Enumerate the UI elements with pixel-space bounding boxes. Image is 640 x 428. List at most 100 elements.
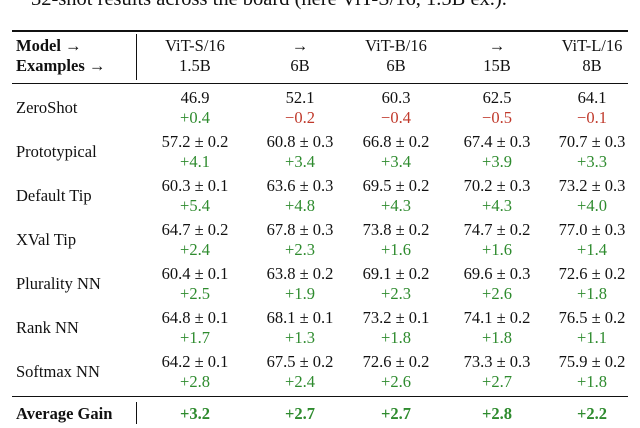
- average-gain-value: +2.7: [284, 404, 316, 423]
- delta-cell: +4.8: [285, 196, 315, 215]
- delta-cell: +4.3: [381, 196, 411, 215]
- footer-rule: [12, 396, 628, 397]
- delta-cell: +2.3: [381, 284, 411, 303]
- value-cell: 69.6 ± 0.3: [463, 264, 531, 283]
- value-cell: 69.1 ± 0.2: [362, 264, 430, 283]
- value-cell: 64.2 ± 0.1: [161, 352, 229, 371]
- delta-cell: +2.4: [285, 372, 315, 391]
- delta-cell: +1.7: [180, 328, 210, 347]
- header-rule: [12, 83, 628, 84]
- header-model-2: →: [291, 36, 309, 55]
- delta-cell: +4.1: [180, 152, 210, 171]
- delta-cell: −0.5: [482, 108, 512, 127]
- column-divider-footer: [136, 402, 137, 424]
- value-cell: 73.3 ± 0.3: [463, 352, 531, 371]
- value-cell: 60.8 ± 0.3: [266, 132, 334, 151]
- delta-cell: +4.0: [577, 196, 607, 215]
- average-gain-value: +2.8: [481, 404, 513, 423]
- value-cell: 73.2 ± 0.3: [558, 176, 626, 195]
- value-cell: 74.1 ± 0.2: [463, 308, 531, 327]
- delta-cell: +0.4: [180, 108, 210, 127]
- method-label-4: XVal Tip: [16, 230, 77, 249]
- delta-cell: +1.8: [577, 284, 607, 303]
- value-cell: 68.1 ± 0.1: [266, 308, 334, 327]
- value-cell: 63.6 ± 0.3: [266, 176, 334, 195]
- value-cell: 72.6 ± 0.2: [362, 352, 430, 371]
- value-cell: 72.6 ± 0.2: [558, 264, 626, 283]
- value-cell: 60.3: [381, 88, 411, 107]
- method-label-6: Rank NN: [16, 318, 79, 337]
- average-gain-value: +2.7: [380, 404, 412, 423]
- delta-cell: +2.6: [381, 372, 411, 391]
- value-cell: 60.4 ± 0.1: [161, 264, 229, 283]
- value-cell: 60.3 ± 0.1: [161, 176, 229, 195]
- delta-cell: −0.2: [285, 108, 315, 127]
- average-gain-value: +2.2: [576, 404, 608, 423]
- value-cell: 76.5 ± 0.2: [558, 308, 626, 327]
- header-examples-label: Examples →: [16, 56, 106, 75]
- header-examples-2: 6B: [290, 56, 310, 75]
- delta-cell: +4.3: [482, 196, 512, 215]
- method-label-7: Softmax NN: [16, 362, 100, 381]
- header-model-label: Model →: [16, 36, 82, 55]
- value-cell: 62.5: [482, 88, 512, 107]
- column-divider-header: [136, 34, 137, 80]
- delta-cell: −0.4: [381, 108, 411, 127]
- method-label-2: Prototypical: [16, 142, 97, 161]
- delta-cell: +2.8: [180, 372, 210, 391]
- value-cell: 66.8 ± 0.2: [362, 132, 430, 151]
- average-gain-label: Average Gain: [16, 404, 113, 423]
- value-cell: 67.4 ± 0.3: [463, 132, 531, 151]
- value-cell: 67.8 ± 0.3: [266, 220, 334, 239]
- delta-cell: +1.1: [577, 328, 607, 347]
- value-cell: 52.1: [285, 88, 315, 107]
- value-cell: 77.0 ± 0.3: [558, 220, 626, 239]
- value-cell: 63.8 ± 0.2: [266, 264, 334, 283]
- header-model-3: ViT-B/16: [365, 36, 427, 55]
- delta-cell: +1.6: [381, 240, 411, 259]
- header-model-5: ViT-L/16: [561, 36, 623, 55]
- value-cell: 64.1: [577, 88, 607, 107]
- value-cell: 74.7 ± 0.2: [463, 220, 531, 239]
- header-examples-5: 8B: [582, 56, 602, 75]
- delta-cell: +1.8: [577, 372, 607, 391]
- delta-cell: +2.6: [482, 284, 512, 303]
- delta-cell: +1.9: [285, 284, 315, 303]
- top-rule: [12, 30, 628, 32]
- delta-cell: −0.1: [577, 108, 607, 127]
- value-cell: 75.9 ± 0.2: [558, 352, 626, 371]
- delta-cell: +3.4: [381, 152, 411, 171]
- header-model-1: ViT-S/16: [165, 36, 225, 55]
- delta-cell: +3.9: [482, 152, 512, 171]
- delta-cell: +1.8: [482, 328, 512, 347]
- value-cell: 46.9: [180, 88, 210, 107]
- value-cell: 69.5 ± 0.2: [362, 176, 430, 195]
- method-label-1: ZeroShot: [16, 98, 78, 117]
- method-label-5: Plurality NN: [16, 274, 101, 293]
- value-cell: 70.7 ± 0.3: [558, 132, 626, 151]
- delta-cell: +3.3: [577, 152, 607, 171]
- header-examples-3: 6B: [386, 56, 406, 75]
- header-model-4: →: [488, 36, 506, 55]
- value-cell: 64.7 ± 0.2: [161, 220, 229, 239]
- delta-cell: +1.4: [577, 240, 607, 259]
- delta-cell: +2.5: [180, 284, 210, 303]
- value-cell: 73.2 ± 0.1: [362, 308, 430, 327]
- delta-cell: +2.3: [285, 240, 315, 259]
- method-label-3: Default Tip: [16, 186, 92, 205]
- value-cell: 67.5 ± 0.2: [266, 352, 334, 371]
- value-cell: 73.8 ± 0.2: [362, 220, 430, 239]
- delta-cell: +5.4: [180, 196, 210, 215]
- value-cell: 70.2 ± 0.3: [463, 176, 531, 195]
- header-examples-4: 15B: [483, 56, 511, 75]
- delta-cell: +2.4: [180, 240, 210, 259]
- table-caption: 32-shot results across the board (here V…: [31, 0, 507, 11]
- delta-cell: +1.6: [482, 240, 512, 259]
- delta-cell: +1.8: [381, 328, 411, 347]
- delta-cell: +1.3: [285, 328, 315, 347]
- value-cell: 64.8 ± 0.1: [161, 308, 229, 327]
- delta-cell: +3.4: [285, 152, 315, 171]
- header-examples-1: 1.5B: [179, 56, 211, 75]
- delta-cell: +2.7: [482, 372, 512, 391]
- value-cell: 57.2 ± 0.2: [161, 132, 229, 151]
